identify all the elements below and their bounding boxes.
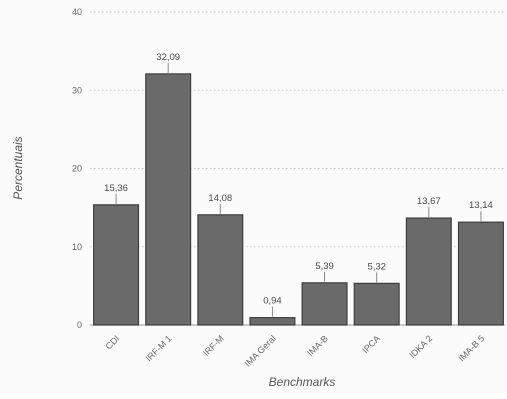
bar [93, 204, 140, 326]
data-label: 5,39 [315, 261, 334, 272]
data-label: 13,67 [417, 196, 441, 207]
bar [197, 214, 244, 326]
bar [353, 282, 400, 326]
bar [457, 221, 504, 326]
bar [249, 317, 296, 326]
y-tick-label: 0 [77, 320, 82, 330]
x-tick-label: IPCA [360, 333, 382, 355]
data-label: 15,36 [104, 183, 128, 194]
y-tick-label: 30 [72, 85, 82, 95]
x-tick-label: IRF-M 1 [144, 333, 174, 363]
x-axis-title: Benchmarks [269, 375, 336, 389]
data-label: 13,14 [469, 200, 493, 211]
bar [405, 217, 452, 326]
x-tick-label: IMA Geral [242, 333, 277, 368]
x-tick-label: IDKA 2 [407, 333, 434, 360]
x-tick-label: CDI [103, 333, 121, 351]
y-tick-label: 10 [72, 242, 82, 252]
data-label: 32,09 [156, 52, 180, 63]
x-tick-label: IMA-B 5 [456, 333, 486, 363]
y-axis-title: Percentuais [11, 136, 25, 199]
y-tick-label: 20 [72, 164, 82, 174]
y-tick-label: 40 [72, 7, 82, 17]
bar [145, 73, 192, 326]
bars [93, 73, 504, 326]
x-tick-label: IMA-B [305, 333, 330, 358]
data-label: 5,32 [367, 261, 386, 272]
data-label: 14,08 [208, 193, 232, 204]
data-label: 0,94 [263, 296, 282, 307]
bar [301, 282, 348, 326]
x-tick-label: IRF-M [201, 333, 226, 358]
data-labels: 15,36 32,09 14,08 0,94 5,39 5,32 13,67 13,14 [104, 52, 493, 317]
